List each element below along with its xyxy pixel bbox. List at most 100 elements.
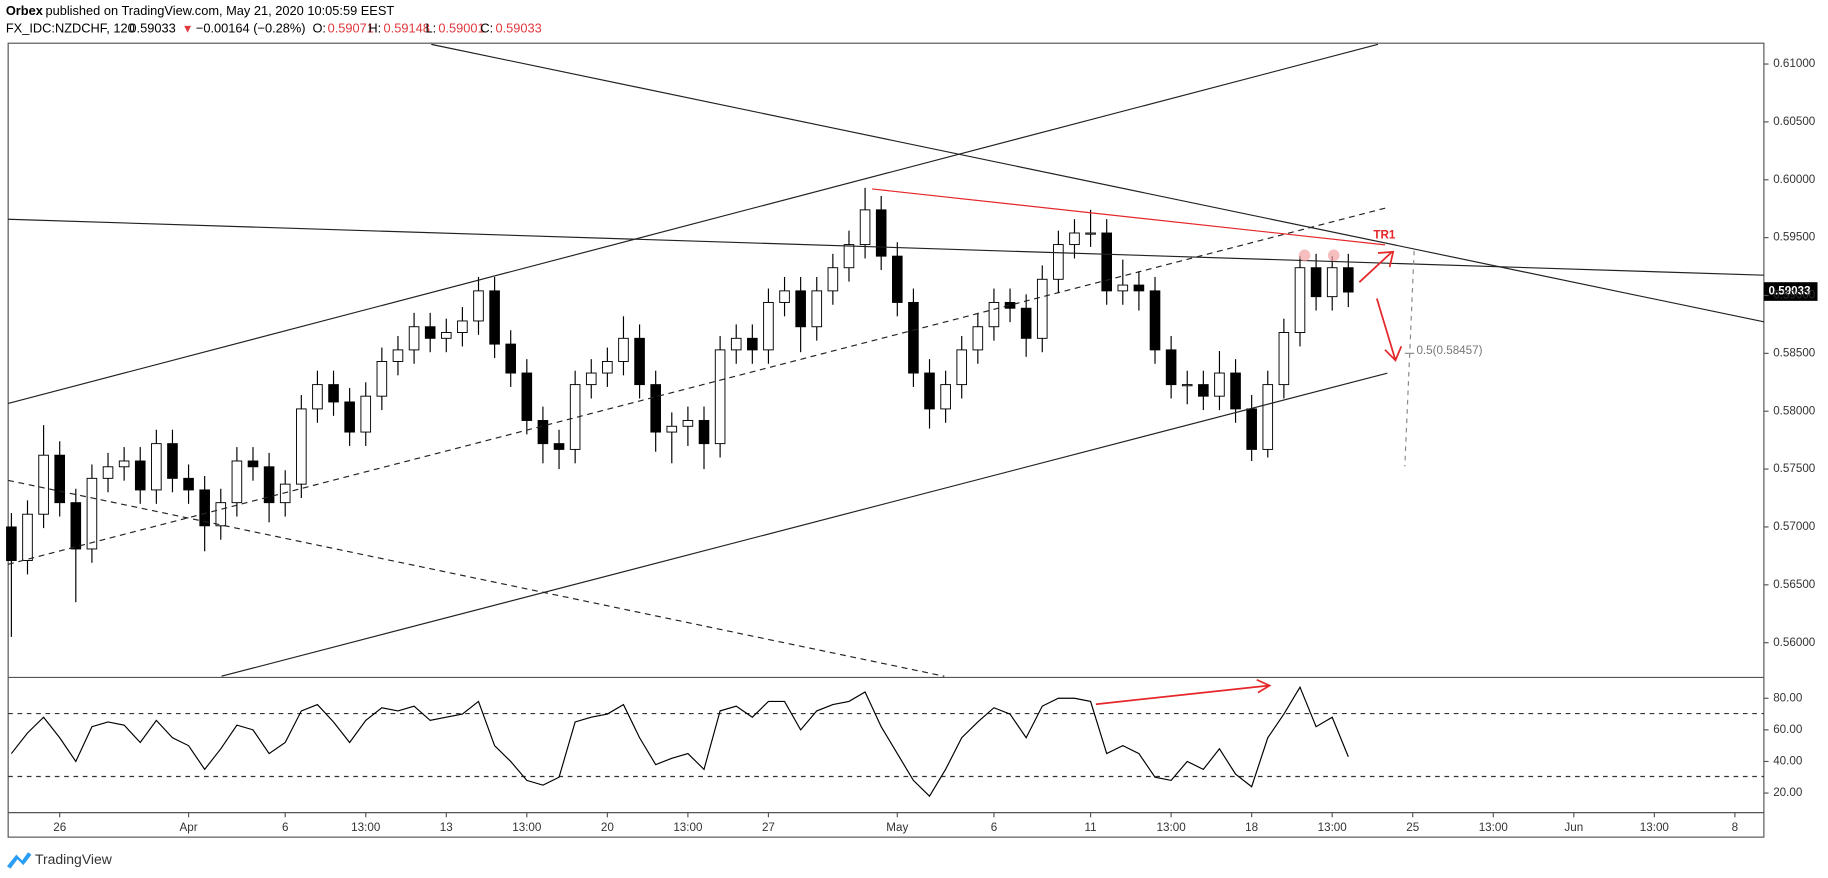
candle-body bbox=[215, 502, 227, 527]
x-tick-label: 11 bbox=[1085, 821, 1097, 834]
marker bbox=[1298, 249, 1311, 262]
candle-body bbox=[1246, 408, 1257, 450]
x-tick-label: 13:00 bbox=[512, 821, 542, 834]
candle-body bbox=[698, 420, 710, 445]
x-tick-label: 25 bbox=[1406, 821, 1419, 834]
candle-body bbox=[38, 454, 49, 515]
candle-body bbox=[263, 466, 275, 504]
y-tick-label: 0.57000 bbox=[1773, 520, 1816, 533]
x-tick-label: 13 bbox=[440, 821, 453, 834]
y-tick-label: 0.56500 bbox=[1773, 578, 1816, 591]
candle-body bbox=[650, 384, 661, 433]
red-drawings bbox=[871, 188, 1403, 706]
published-info: published on TradingView.com, May 21, 20… bbox=[45, 3, 394, 18]
projection-line bbox=[1404, 250, 1415, 467]
candle-body bbox=[940, 384, 951, 410]
candle-body bbox=[602, 360, 613, 374]
candle-body bbox=[875, 209, 887, 257]
trend-line bbox=[8, 43, 1379, 405]
x-tick-label: 13:00 bbox=[673, 821, 703, 834]
candle-body bbox=[360, 395, 372, 433]
dashed-trend-line bbox=[8, 479, 945, 677]
candle-body bbox=[312, 384, 323, 410]
open-label: O: bbox=[312, 21, 326, 36]
candle-body bbox=[1101, 232, 1112, 292]
last-price-tag bbox=[1763, 282, 1818, 301]
candle-body bbox=[666, 425, 678, 433]
logo-mark bbox=[6, 852, 32, 869]
candle-body bbox=[585, 372, 597, 386]
candle-body bbox=[247, 460, 259, 468]
candle-body bbox=[424, 326, 436, 339]
candle-body bbox=[392, 349, 404, 362]
candle-body bbox=[1149, 290, 1161, 351]
candle-body bbox=[151, 443, 162, 491]
candle-body bbox=[231, 460, 243, 504]
candle-body bbox=[891, 255, 903, 303]
y-tick-label: 0.58000 bbox=[1773, 404, 1816, 417]
candle-body bbox=[1343, 267, 1354, 293]
candle-body bbox=[22, 513, 33, 561]
candle-body bbox=[811, 290, 823, 328]
candle-body bbox=[489, 290, 500, 345]
arrow-down bbox=[1375, 298, 1397, 361]
brand: TradingView bbox=[35, 851, 113, 867]
candle-body bbox=[457, 320, 468, 333]
candle-body bbox=[1069, 232, 1080, 246]
candle-body bbox=[1230, 372, 1241, 410]
publisher: Orbex bbox=[6, 3, 44, 18]
candle-body bbox=[1004, 301, 1016, 309]
candle-body bbox=[956, 349, 968, 386]
close-value: 0.59033 bbox=[495, 21, 541, 36]
candle-body bbox=[1165, 349, 1177, 386]
y-tick-label: 0.60500 bbox=[1773, 115, 1816, 128]
candle-body bbox=[328, 384, 339, 403]
candle-body bbox=[827, 267, 839, 292]
low-label: L: bbox=[426, 21, 437, 36]
candle-body bbox=[199, 489, 210, 527]
open-value: 0.59071 bbox=[328, 21, 374, 36]
candle-body bbox=[908, 301, 919, 374]
x-tick-label: 13:00 bbox=[1157, 821, 1187, 834]
low-value: 0.59001 bbox=[438, 21, 484, 36]
symbol: FX_IDC:NZDCHF, 120 bbox=[6, 21, 135, 36]
candle-body bbox=[618, 337, 629, 362]
arrow-head bbox=[1384, 345, 1403, 362]
y-tick-label: 0.57500 bbox=[1773, 462, 1816, 475]
divergence-arrow bbox=[1095, 684, 1269, 706]
candle-body bbox=[440, 332, 452, 339]
frame bbox=[7, 42, 1765, 838]
candle-body bbox=[1053, 244, 1064, 280]
candle-body bbox=[537, 420, 549, 445]
candle-body bbox=[1278, 332, 1290, 386]
candle-body bbox=[118, 460, 130, 468]
tr1-label: TR1 bbox=[1373, 229, 1396, 242]
candle-body bbox=[730, 337, 742, 351]
candle-body bbox=[972, 326, 984, 351]
candle-body bbox=[1117, 284, 1129, 292]
y-tick-label: 20.00 bbox=[1773, 786, 1803, 799]
y-tick-label: 0.61000 bbox=[1773, 57, 1816, 70]
candle-body bbox=[86, 477, 98, 550]
trend-line bbox=[431, 43, 1764, 323]
candle-body bbox=[795, 290, 806, 328]
candle-body bbox=[521, 372, 533, 421]
marker bbox=[1327, 249, 1340, 262]
candle-body bbox=[763, 301, 774, 351]
drawings bbox=[8, 43, 1764, 677]
candle-body bbox=[843, 244, 855, 269]
direction: ▼ bbox=[182, 22, 194, 35]
candle-body bbox=[1181, 384, 1193, 387]
candle-body bbox=[54, 454, 66, 504]
trend-line bbox=[8, 218, 1764, 276]
resistance-line bbox=[871, 188, 1386, 246]
channel-midline bbox=[8, 207, 1388, 565]
high-label: H: bbox=[368, 21, 381, 36]
x-tick-label: 13:00 bbox=[1479, 821, 1509, 834]
brand-logo bbox=[6, 852, 32, 869]
candle-body bbox=[1020, 307, 1032, 339]
y-tick-label: 0.59000 bbox=[1773, 289, 1816, 302]
candle-body bbox=[1133, 284, 1145, 292]
x-tick-label: 6 bbox=[282, 821, 288, 834]
